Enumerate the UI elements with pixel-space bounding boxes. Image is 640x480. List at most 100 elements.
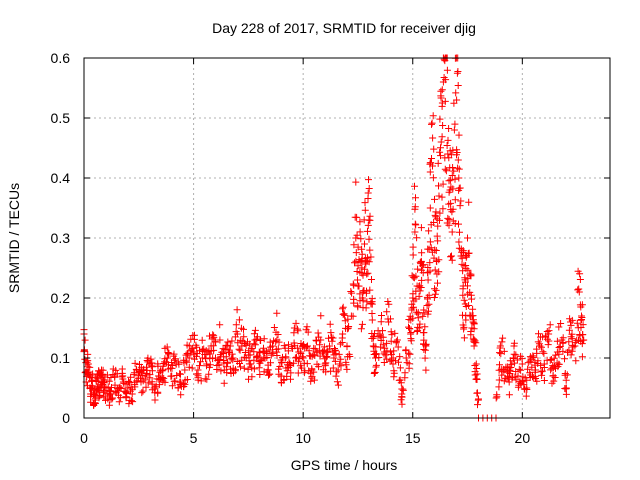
data-point xyxy=(192,341,200,349)
data-point xyxy=(151,384,159,392)
data-point xyxy=(422,366,430,374)
y-tick-label: 0.3 xyxy=(51,230,71,246)
data-point xyxy=(368,316,376,324)
y-axis-title: SRMTID / TECUs xyxy=(6,183,22,293)
data-point xyxy=(257,357,265,364)
x-axis-title: GPS time / hours xyxy=(291,457,398,473)
data-point xyxy=(523,386,531,393)
data-point xyxy=(364,227,371,235)
data-point xyxy=(257,337,265,344)
data-point xyxy=(310,344,318,352)
data-point xyxy=(549,372,557,380)
data-point xyxy=(359,296,367,304)
data-point xyxy=(250,365,258,373)
data-point xyxy=(158,367,166,375)
data-point xyxy=(313,360,321,368)
data-point xyxy=(504,375,512,383)
data-point xyxy=(540,364,548,371)
data-point xyxy=(540,377,548,384)
data-point xyxy=(407,329,415,336)
data-point xyxy=(144,354,152,362)
data-point xyxy=(406,325,413,332)
data-point xyxy=(398,400,406,408)
data-point xyxy=(364,221,372,229)
data-point xyxy=(468,312,476,320)
data-point xyxy=(339,303,347,311)
data-point xyxy=(362,304,370,312)
data-point xyxy=(493,393,501,401)
data-point xyxy=(379,327,386,335)
data-point xyxy=(354,302,362,310)
data-point xyxy=(334,381,342,389)
data-point xyxy=(533,345,541,353)
data-point xyxy=(202,355,209,363)
data-point xyxy=(217,367,225,375)
data-point xyxy=(224,358,232,366)
data-point xyxy=(372,363,380,371)
data-point xyxy=(367,299,375,307)
data-point xyxy=(294,344,302,352)
data-point xyxy=(358,320,366,328)
data-point xyxy=(237,363,244,371)
data-point xyxy=(545,337,553,345)
data-point xyxy=(361,265,368,273)
data-point xyxy=(120,379,128,387)
data-point xyxy=(329,334,337,342)
data-point xyxy=(354,276,361,284)
x-tick-label: 10 xyxy=(295,430,311,446)
data-point xyxy=(88,377,95,385)
data-point xyxy=(235,316,243,324)
data-point xyxy=(331,357,339,365)
data-point xyxy=(358,245,366,253)
data-point xyxy=(441,97,449,105)
data-point xyxy=(512,376,520,384)
data-point xyxy=(128,385,136,393)
data-point xyxy=(430,145,438,153)
data-point xyxy=(460,334,468,342)
x-tick-label: 15 xyxy=(405,430,421,446)
data-point xyxy=(328,337,336,345)
data-point xyxy=(148,380,156,388)
data-point xyxy=(429,134,437,142)
data-point xyxy=(426,160,434,168)
data-point xyxy=(417,284,425,291)
data-point xyxy=(542,332,550,340)
data-point xyxy=(391,329,399,337)
data-point xyxy=(451,175,459,183)
data-point xyxy=(543,335,551,343)
data-point xyxy=(165,349,173,357)
data-point xyxy=(299,353,306,361)
data-point xyxy=(435,182,442,190)
data-point xyxy=(454,164,462,172)
data-point xyxy=(109,394,117,402)
data-point xyxy=(356,228,364,236)
data-point xyxy=(197,358,204,366)
data-point xyxy=(513,356,521,364)
data-point xyxy=(171,377,179,385)
data-point xyxy=(283,372,291,380)
data-point xyxy=(419,312,427,320)
data-point xyxy=(431,285,438,293)
data-point xyxy=(418,249,426,257)
data-point xyxy=(303,323,311,331)
data-point xyxy=(105,377,113,385)
data-point xyxy=(439,205,447,213)
data-point xyxy=(251,326,259,334)
data-point xyxy=(578,353,586,361)
data-point xyxy=(448,256,456,264)
data-point xyxy=(129,398,137,406)
data-point xyxy=(251,341,259,349)
data-point xyxy=(567,321,575,329)
data-point xyxy=(574,286,582,294)
data-point xyxy=(294,327,302,335)
data-point xyxy=(471,362,479,369)
data-point xyxy=(510,359,518,367)
data-point xyxy=(498,371,506,379)
data-point xyxy=(445,188,453,196)
data-point xyxy=(410,274,418,282)
data-point xyxy=(380,350,388,358)
data-point xyxy=(467,270,475,278)
data-point xyxy=(247,345,255,353)
data-point xyxy=(537,361,545,369)
data-point xyxy=(190,351,198,359)
